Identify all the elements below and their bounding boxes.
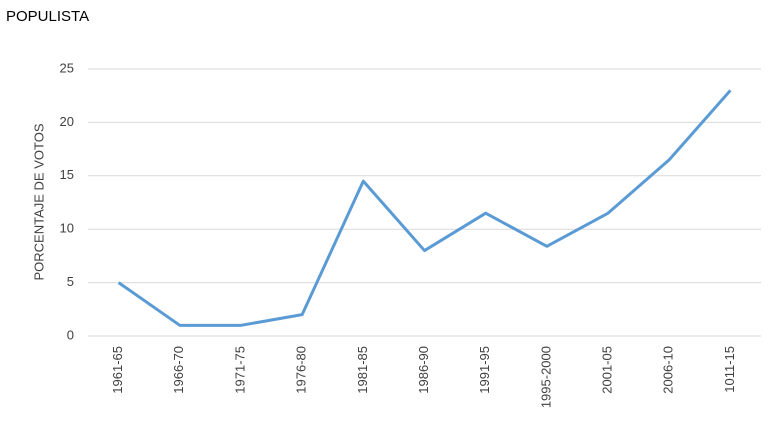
x-tick-label: 1981-85 — [355, 346, 370, 394]
y-axis-label: PORCENTAJE DE VOTOS — [31, 123, 46, 280]
x-tick-label: 2006-10 — [661, 346, 676, 394]
x-tick-label: 1971-75 — [232, 346, 247, 394]
x-tick-label: 1976-80 — [294, 346, 309, 394]
y-tick-label: 15 — [60, 167, 74, 182]
y-tick-label: 20 — [60, 114, 74, 129]
x-tick-label: 1011-15 — [722, 346, 737, 393]
y-tick-label: 5 — [67, 274, 74, 289]
x-tick-label: 1986-90 — [416, 346, 431, 394]
x-tick-label: 1966-70 — [171, 346, 186, 394]
chart-title: POPULISTA — [6, 8, 89, 25]
x-tick-label: 1991-95 — [477, 346, 492, 394]
x-tick-label: 1995-2000 — [538, 346, 553, 408]
y-tick-label: 25 — [60, 60, 74, 75]
data-line — [117, 89, 732, 327]
x-tick-label: 2001-05 — [599, 346, 614, 394]
y-tick-label: 0 — [67, 327, 74, 342]
x-tick-label: 1961-65 — [110, 346, 125, 394]
y-tick-label: 10 — [60, 221, 74, 236]
